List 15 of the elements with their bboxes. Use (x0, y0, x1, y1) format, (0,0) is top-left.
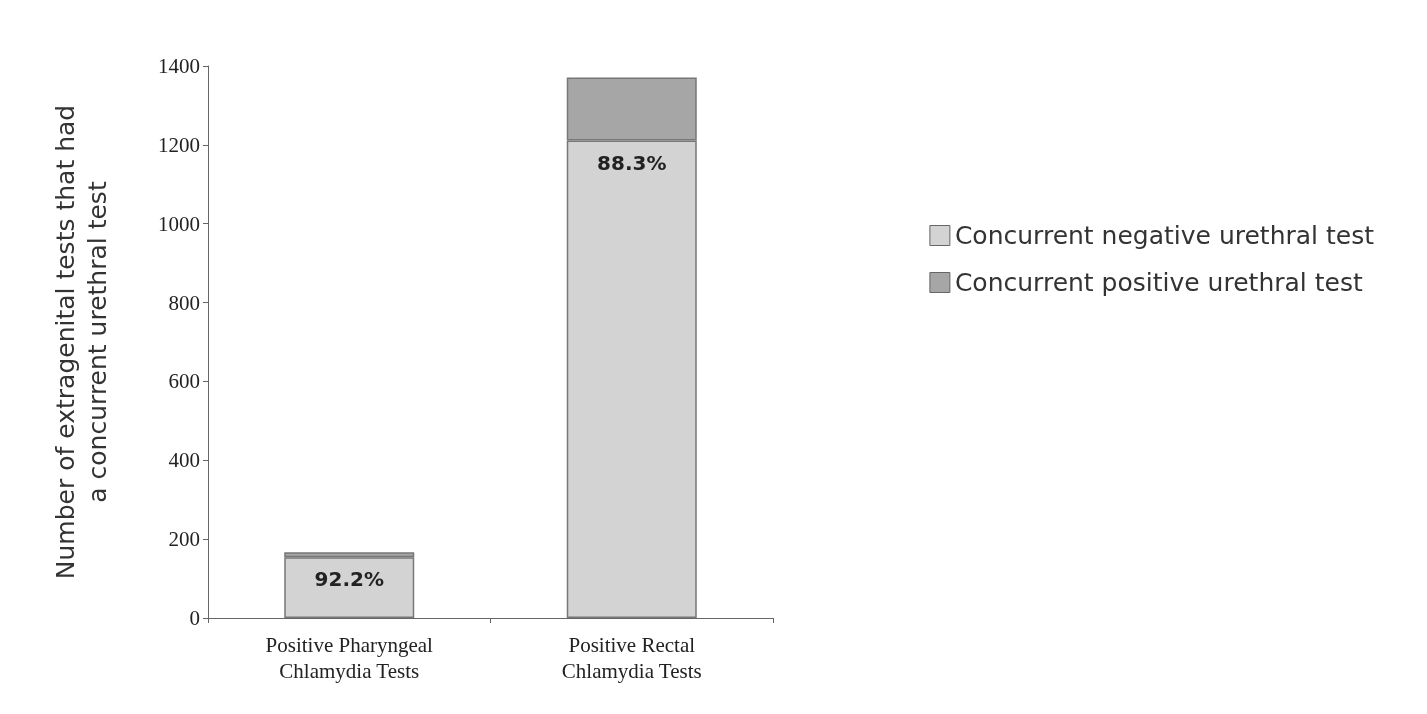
y-tick-label: 800 (168, 290, 200, 315)
y-tick-label: 1400 (158, 54, 200, 78)
annotation: 92.2% (314, 567, 384, 592)
legend-label: Concurrent negative urethral test (954, 221, 1375, 250)
y-tick-label: 0 (189, 606, 200, 630)
y-axis-title: Number of extragenital tests that had a concurrent urethral test (50, 104, 112, 580)
y-tick-label: 200 (168, 527, 200, 552)
x-tick-label: Positive Pharyngeal Chlamydia Tests (265, 633, 434, 683)
y-tick-label: 400 (168, 448, 200, 473)
x-tick-label: Positive Rectal Chlamydia Tests (561, 633, 702, 683)
y-tick-label: 1200 (158, 132, 200, 157)
annotation: 88.3% (597, 150, 667, 175)
y-tick-label: 600 (168, 369, 200, 394)
y-tick-label: 1000 (158, 211, 200, 236)
legend-label: Concurrent positive urethral test (954, 268, 1363, 297)
